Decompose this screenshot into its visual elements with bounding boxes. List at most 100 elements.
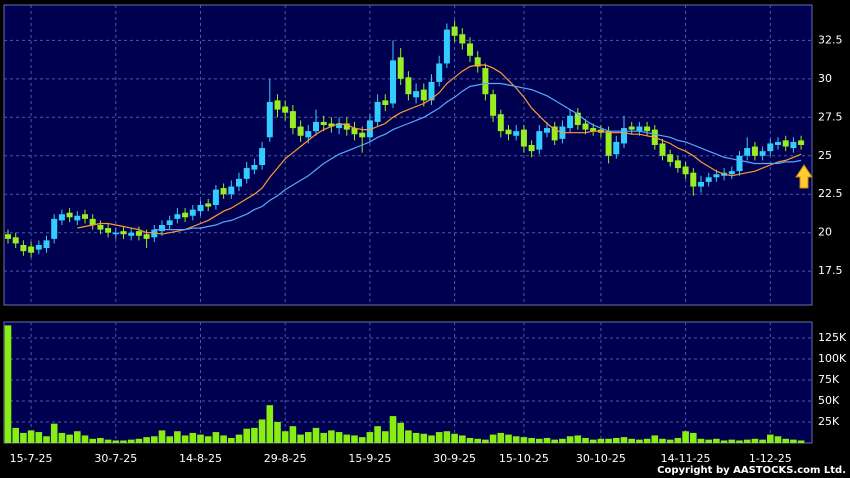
- volume-bar: [520, 437, 528, 443]
- x-tick-label: 30-7-25: [94, 452, 137, 465]
- volume-bar: [328, 430, 335, 443]
- y-tick-label: 22.5: [818, 187, 843, 200]
- volume-bar: [666, 439, 674, 443]
- volume-bar: [597, 438, 605, 443]
- volume-bar: [12, 427, 19, 443]
- volume-bar: [274, 421, 281, 443]
- volume-bar: [228, 437, 235, 443]
- volume-bar: [158, 430, 166, 443]
- candle-body: [266, 101, 273, 138]
- volume-bar: [50, 423, 58, 443]
- volume-bar: [790, 439, 797, 443]
- volume-bar: [489, 434, 497, 443]
- candle-body: [236, 178, 242, 187]
- volume-bar: [620, 437, 628, 443]
- volume-bar: [89, 438, 96, 443]
- volume-bar: [466, 437, 474, 443]
- volume-bar: [389, 416, 397, 443]
- volume-bar: [258, 419, 266, 443]
- y-tick-label: 50K: [818, 394, 840, 407]
- candle-body: [536, 131, 543, 150]
- copyright: Copyright by AASTOCKS.com Ltd.: [657, 465, 846, 476]
- candle-body: [105, 228, 112, 233]
- candle-body: [128, 232, 135, 236]
- plot-area: [3, 4, 813, 306]
- volume-bar: [181, 435, 189, 443]
- y-tick-label: 32.5: [818, 33, 843, 46]
- candle-body: [528, 145, 535, 152]
- volume-bar: [497, 432, 505, 443]
- x-tick-label: 30-9-25: [433, 452, 476, 465]
- x-tick-label: 15-7-25: [10, 452, 53, 465]
- candle-body: [313, 121, 319, 132]
- volume-bar: [512, 436, 520, 443]
- volume-bar: [551, 439, 558, 443]
- volume-bar: [743, 439, 751, 443]
- candle-body: [166, 220, 173, 225]
- volume-bar: [151, 436, 158, 443]
- moving-average-line: [77, 64, 802, 235]
- volume-bar: [759, 439, 766, 443]
- volume-bar: [774, 436, 782, 443]
- x-tick-label: 15-9-25: [348, 452, 391, 465]
- candle-body: [359, 132, 366, 138]
- candle-body: [5, 234, 11, 239]
- candle-body: [51, 218, 58, 239]
- candle-body: [366, 120, 373, 138]
- volume-bar: [243, 428, 250, 443]
- candle-body: [674, 160, 681, 169]
- candle-body: [644, 126, 651, 132]
- candle-body: [212, 189, 219, 205]
- candle-body: [582, 123, 589, 130]
- volume-bar: [20, 432, 27, 443]
- y-tick-label: 25K: [818, 415, 840, 428]
- candle-body: [20, 245, 27, 252]
- y-tick-label: 25: [818, 149, 832, 162]
- volume-bar: [97, 437, 104, 443]
- volume-bar: [412, 432, 420, 443]
- volume-bar: [212, 432, 220, 443]
- volume-bar: [459, 435, 466, 443]
- candle-body: [220, 188, 227, 195]
- volume-bar: [58, 432, 66, 443]
- volume-bar: [289, 426, 297, 443]
- signal-arrow: [795, 164, 813, 189]
- candle-body: [151, 229, 158, 238]
- volume-bar: [728, 439, 736, 443]
- y-tick-label: 75K: [818, 373, 840, 386]
- candle-body: [659, 143, 666, 156]
- candle-body: [698, 181, 704, 187]
- volume-bar: [536, 438, 543, 443]
- candle-body: [405, 77, 412, 95]
- volume-bar: [351, 435, 358, 443]
- volume-bar: [81, 435, 89, 443]
- candle-body: [28, 246, 35, 253]
- candle-body: [759, 151, 766, 156]
- volume-bar: [358, 437, 366, 443]
- candle-body: [744, 148, 751, 156]
- candle-body: [775, 141, 781, 145]
- volume-bar: [474, 438, 481, 443]
- moving-average-line: [154, 82, 802, 231]
- candle-body: [74, 215, 81, 221]
- volume-bar: [305, 432, 312, 443]
- volume-bar: [589, 439, 597, 443]
- candle-body: [243, 168, 250, 179]
- candle-body: [605, 131, 612, 156]
- candle-body: [66, 212, 73, 218]
- volume-bar: [343, 434, 351, 443]
- candle-body: [767, 143, 774, 152]
- volume-bar: [281, 431, 289, 443]
- volume-bar: [204, 436, 212, 443]
- candle-body: [197, 205, 204, 212]
- y-tick-label: 30: [818, 72, 832, 85]
- candle-body: [705, 177, 712, 182]
- candle-body: [451, 26, 458, 36]
- x-tick-label: 30-10-25: [576, 452, 626, 465]
- volume-bar: [335, 432, 343, 443]
- candle-body: [636, 126, 643, 132]
- candle-body: [667, 154, 674, 162]
- candle-body: [428, 81, 435, 101]
- volume-bar: [35, 432, 43, 443]
